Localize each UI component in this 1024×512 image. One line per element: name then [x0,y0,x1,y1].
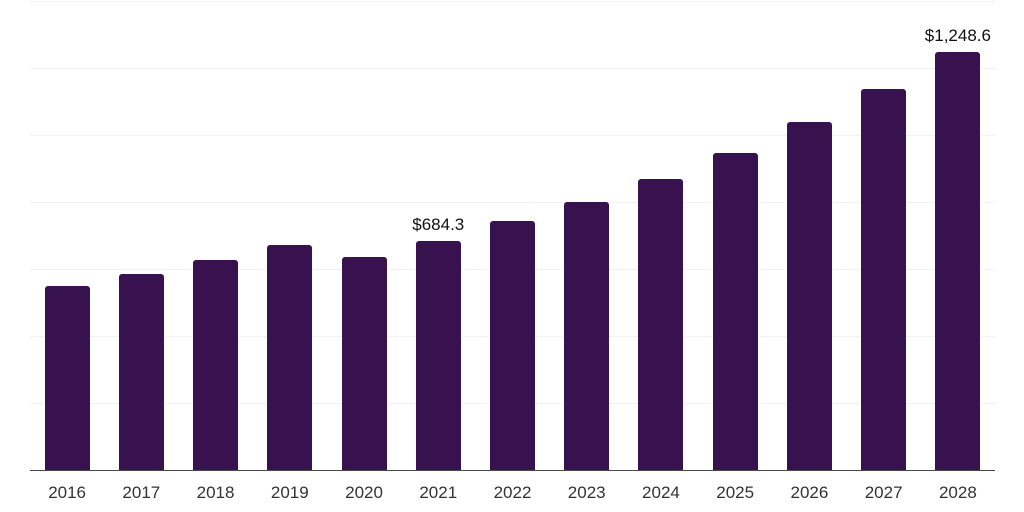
bar-2022 [490,221,535,470]
bar-2021 [415,240,461,470]
bar-2023 [564,202,610,470]
x-tick-label-2027: 2027 [864,483,903,502]
x-tick-label-2019: 2019 [270,483,309,502]
bar-2028 [935,51,981,470]
bar-2017 [118,274,164,470]
x-tick-label-2021: 2021 [419,483,458,502]
bar-2020 [341,256,387,470]
bar-2027 [861,89,907,470]
bar-2025 [712,152,758,470]
gridline-800 [30,201,995,203]
x-tick-label-2028: 2028 [938,483,977,502]
x-tick-label-2018: 2018 [196,483,235,502]
bar-value-label-2028: $1,248.6 [924,25,991,45]
x-tick-label-2016: 2016 [48,483,87,502]
gridline-1200 [30,67,995,69]
bar-2016 [44,285,90,470]
x-tick-label-2026: 2026 [790,483,829,502]
x-tick-label-2024: 2024 [642,483,680,502]
gridline-1000 [30,134,995,136]
x-axis-line [30,469,995,471]
gridline-1400 [30,0,995,2]
x-tick-label-2023: 2023 [567,483,606,502]
bar-2026 [786,122,832,470]
x-tick-label-2020: 2020 [345,483,383,502]
x-tick-label-2017: 2017 [122,483,161,502]
x-tick-label-2025: 2025 [716,483,755,502]
bar-value-label-2021: $684.3 [412,214,465,234]
bar-2024 [638,179,684,470]
bar-2019 [267,245,313,470]
bar-2018 [193,259,239,470]
x-tick-label-2022: 2022 [493,483,532,502]
